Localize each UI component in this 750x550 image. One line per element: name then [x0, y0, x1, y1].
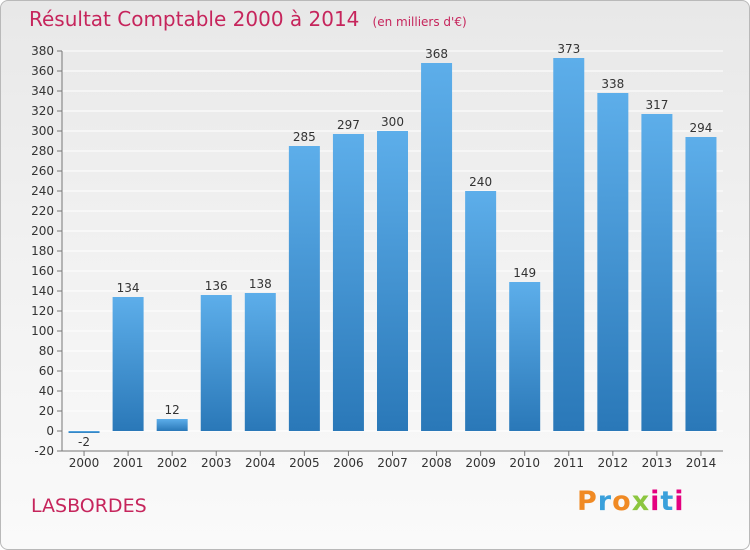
y-tick-label: 60: [39, 364, 54, 378]
y-tick-label: 300: [31, 124, 54, 138]
x-tick-label: 2004: [245, 456, 276, 470]
y-tick-label: 0: [46, 424, 54, 438]
logo-letter: P: [577, 486, 598, 517]
bar-2012: [597, 93, 629, 431]
x-tick-label: 2007: [377, 456, 408, 470]
data-label: 368: [425, 47, 448, 61]
data-label: 297: [337, 118, 360, 132]
x-tick-label: 2000: [69, 456, 100, 470]
data-label: 12: [165, 403, 180, 417]
bar-2008: [421, 63, 453, 431]
x-tick-label: 2013: [642, 456, 673, 470]
title-row: Résultat Comptable 2000 à 2014 (en milli…: [29, 7, 467, 31]
data-label: 300: [381, 115, 404, 129]
bar-2003: [200, 295, 232, 431]
axes: -20 0 20 40 60 80 100 120 140 160 180 200 220 240 260 2…: [31, 44, 723, 470]
y-tick-label: 200: [31, 224, 54, 238]
data-label: 294: [690, 121, 713, 135]
x-tick-label: 2002: [157, 456, 188, 470]
data-label: 373: [557, 42, 580, 56]
y-tick-label: 220: [31, 204, 54, 218]
bar-2004: [244, 293, 276, 431]
bar-2006: [332, 134, 364, 431]
logo-letter: x: [631, 486, 651, 517]
data-label: 136: [205, 279, 228, 293]
data-label: 149: [513, 266, 536, 280]
y-tick-label: 260: [31, 164, 54, 178]
data-label: -2: [78, 435, 90, 449]
bars: [68, 58, 717, 433]
y-tick-label: 360: [31, 64, 54, 78]
x-tick-label: 2011: [553, 456, 584, 470]
y-tick-label: 180: [31, 244, 54, 258]
bar-2009: [465, 191, 497, 431]
data-label: 317: [645, 98, 668, 112]
data-label: 338: [601, 77, 624, 91]
x-tick-label: 2009: [465, 456, 496, 470]
y-tick-label: 160: [31, 264, 54, 278]
data-label: 285: [293, 130, 316, 144]
y-tick-label: 340: [31, 84, 54, 98]
y-tick-label: -20: [34, 444, 54, 458]
bar-2001: [112, 297, 144, 431]
bar-2010: [509, 282, 541, 431]
y-tick-label: 380: [31, 44, 54, 58]
y-tick-label: 80: [39, 344, 54, 358]
logo-letter: i: [674, 486, 685, 517]
bar-2005: [288, 146, 320, 431]
chart-title: Résultat Comptable 2000 à 2014: [29, 7, 360, 31]
y-tick-label: 140: [31, 284, 54, 298]
bar-2002: [156, 419, 188, 431]
logo-letter: i: [650, 486, 661, 517]
y-tick-label: 40: [39, 384, 54, 398]
x-tick-label: 2006: [333, 456, 364, 470]
bar-2014: [685, 137, 717, 431]
labels: -2 134 12 136 138 285 297 300 368 240 149 373 338 317…: [78, 42, 712, 449]
x-tick-label: 2005: [289, 456, 320, 470]
proxiti-logo[interactable]: Proxiti: [577, 486, 685, 517]
x-tick-label: 2008: [421, 456, 452, 470]
y-tick-label: 120: [31, 304, 54, 318]
bar-2011: [553, 58, 585, 431]
x-tick-label: 2014: [686, 456, 717, 470]
x-tick-label: 2003: [201, 456, 232, 470]
data-label: 138: [249, 277, 272, 291]
y-tick-label: 240: [31, 184, 54, 198]
x-tick-label: 2010: [509, 456, 540, 470]
logo-letter: o: [612, 486, 632, 517]
y-tick-label: 100: [31, 324, 54, 338]
data-label: 240: [469, 175, 492, 189]
x-tick-label: 2012: [598, 456, 629, 470]
y-tick-label: 320: [31, 104, 54, 118]
bar-2000: [68, 431, 100, 433]
commune-name: LASBORDES: [31, 495, 147, 517]
y-tick-label: 20: [39, 404, 54, 418]
logo-letter: r: [597, 486, 613, 517]
bar-2007: [377, 131, 408, 431]
logo-letter: t: [660, 486, 675, 517]
y-tick-label: 280: [31, 144, 54, 158]
bar-2013: [641, 114, 673, 431]
chart-subtitle: (en milliers d'€): [372, 15, 467, 29]
x-tick-label: 2001: [113, 456, 144, 470]
data-label: 134: [117, 281, 140, 295]
